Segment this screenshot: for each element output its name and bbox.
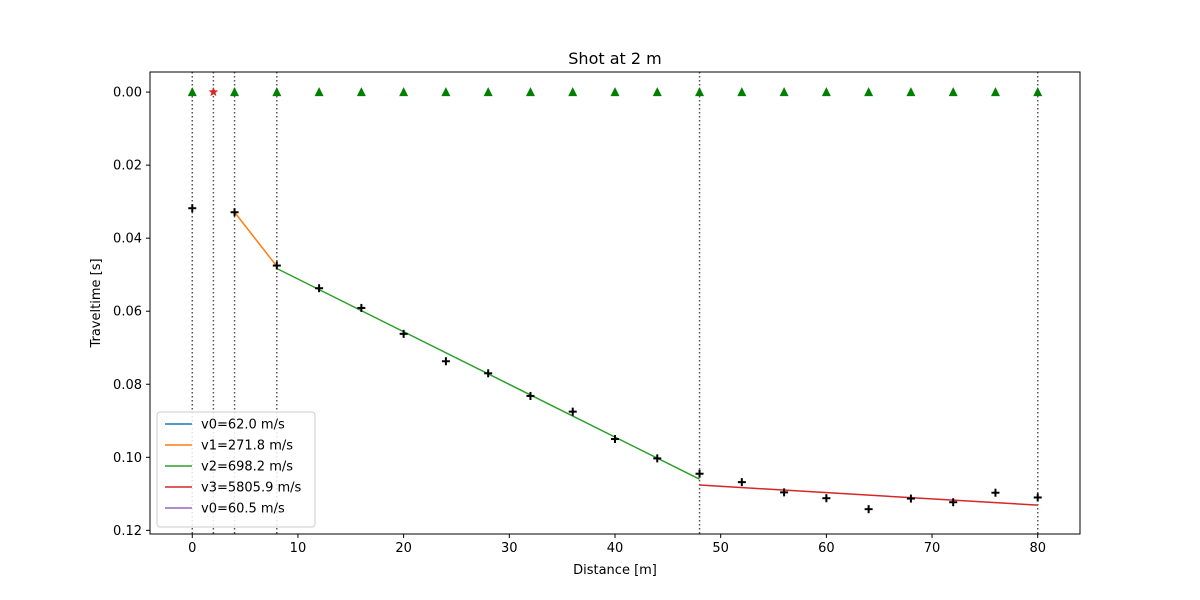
receiver-triangle — [525, 87, 535, 97]
series-line-1 — [233, 211, 278, 267]
legend-label: v3=5805.9 m/s — [201, 481, 302, 496]
pick-marker — [611, 435, 619, 444]
pick-marker — [399, 329, 408, 338]
x-tick-label: 0 — [188, 541, 196, 556]
plot-area-frame — [149, 71, 1081, 535]
pick-marker — [695, 469, 704, 478]
y-axis-label: Traveltime [s] — [89, 258, 104, 348]
pick-marker — [780, 488, 789, 497]
pick-marker — [864, 505, 873, 514]
receiver-triangle — [399, 87, 409, 97]
x-tick-label: 80 — [1029, 541, 1046, 556]
pick-marker — [357, 303, 366, 312]
pick-marker — [526, 391, 535, 400]
receiver-triangle — [652, 87, 662, 97]
receiver-triangle — [314, 87, 324, 97]
pick-marker — [484, 369, 493, 378]
y-tick-label: 0.10 — [113, 451, 142, 466]
receiver-triangle — [356, 87, 366, 97]
receiver-triangle — [483, 87, 493, 97]
x-axis-ticks: 0 10 20 30 40 50 60 70 80 — [188, 534, 1046, 556]
pick-marker — [1033, 493, 1042, 502]
receiver-triangle — [187, 87, 197, 97]
y-tick-label: 0.04 — [113, 232, 142, 247]
receiver-triangle — [568, 87, 578, 97]
y-axis-ticks: 0.00 0.02 0.04 0.06 0.08 0.10 0.12 — [113, 86, 150, 539]
pick-marker — [906, 494, 915, 503]
legend-label: v0=60.5 m/s — [201, 502, 285, 517]
x-tick-label: 60 — [818, 541, 835, 556]
pick-marker — [568, 407, 577, 416]
pick-marker — [315, 284, 324, 293]
receiver-triangle — [1033, 87, 1043, 97]
pick-marker — [272, 261, 281, 270]
legend-label: v1=271.8 m/s — [201, 439, 293, 454]
receiver-triangle — [230, 87, 240, 97]
receiver-triangle — [821, 87, 831, 97]
pick-marker — [822, 494, 831, 503]
traveltime-picks — [188, 204, 1042, 514]
x-tick-label: 30 — [501, 541, 518, 556]
x-tick-label: 20 — [395, 541, 412, 556]
pick-marker — [441, 357, 450, 366]
receiver-triangle — [441, 87, 451, 97]
legend: v0=62.0 m/s v1=271.8 m/s v2=698.2 m/s v3=58… — [156, 411, 316, 528]
source-marker-group — [208, 87, 219, 97]
pick-marker — [949, 498, 958, 507]
legend-label: v0=62.0 m/s — [201, 418, 285, 433]
pick-marker — [230, 208, 239, 217]
x-tick-label: 10 — [290, 541, 307, 556]
pick-marker — [653, 454, 662, 463]
receiver-triangle — [779, 87, 789, 97]
series-line-3 — [699, 484, 1038, 506]
receiver-triangle — [864, 87, 874, 97]
y-tick-label: 0.00 — [113, 86, 142, 101]
pick-marker — [188, 204, 197, 213]
pick-marker — [991, 488, 1000, 497]
x-axis-label: Distance [m] — [573, 563, 657, 578]
y-tick-label: 0.12 — [113, 524, 142, 539]
y-tick-label: 0.02 — [113, 159, 142, 174]
chart-title: Shot at 2 m — [568, 49, 661, 68]
x-tick-label: 40 — [607, 541, 624, 556]
y-tick-label: 0.06 — [113, 305, 142, 320]
pick-marker — [737, 478, 746, 487]
receiver-triangle — [610, 87, 620, 97]
receiver-triangle — [906, 87, 916, 97]
legend-box — [156, 411, 316, 528]
receiver-triangle — [737, 87, 747, 97]
y-tick-label: 0.08 — [113, 378, 142, 393]
legend-label: v2=698.2 m/s — [201, 460, 293, 475]
x-tick-label: 50 — [712, 541, 729, 556]
receiver-triangle — [272, 87, 282, 97]
x-tick-label: 70 — [924, 541, 941, 556]
receiver-triangle — [990, 87, 1000, 97]
receiver-triangle — [695, 87, 705, 97]
source-star — [208, 87, 219, 97]
receiver-triangle — [948, 87, 958, 97]
receiver-markers — [187, 87, 1043, 97]
